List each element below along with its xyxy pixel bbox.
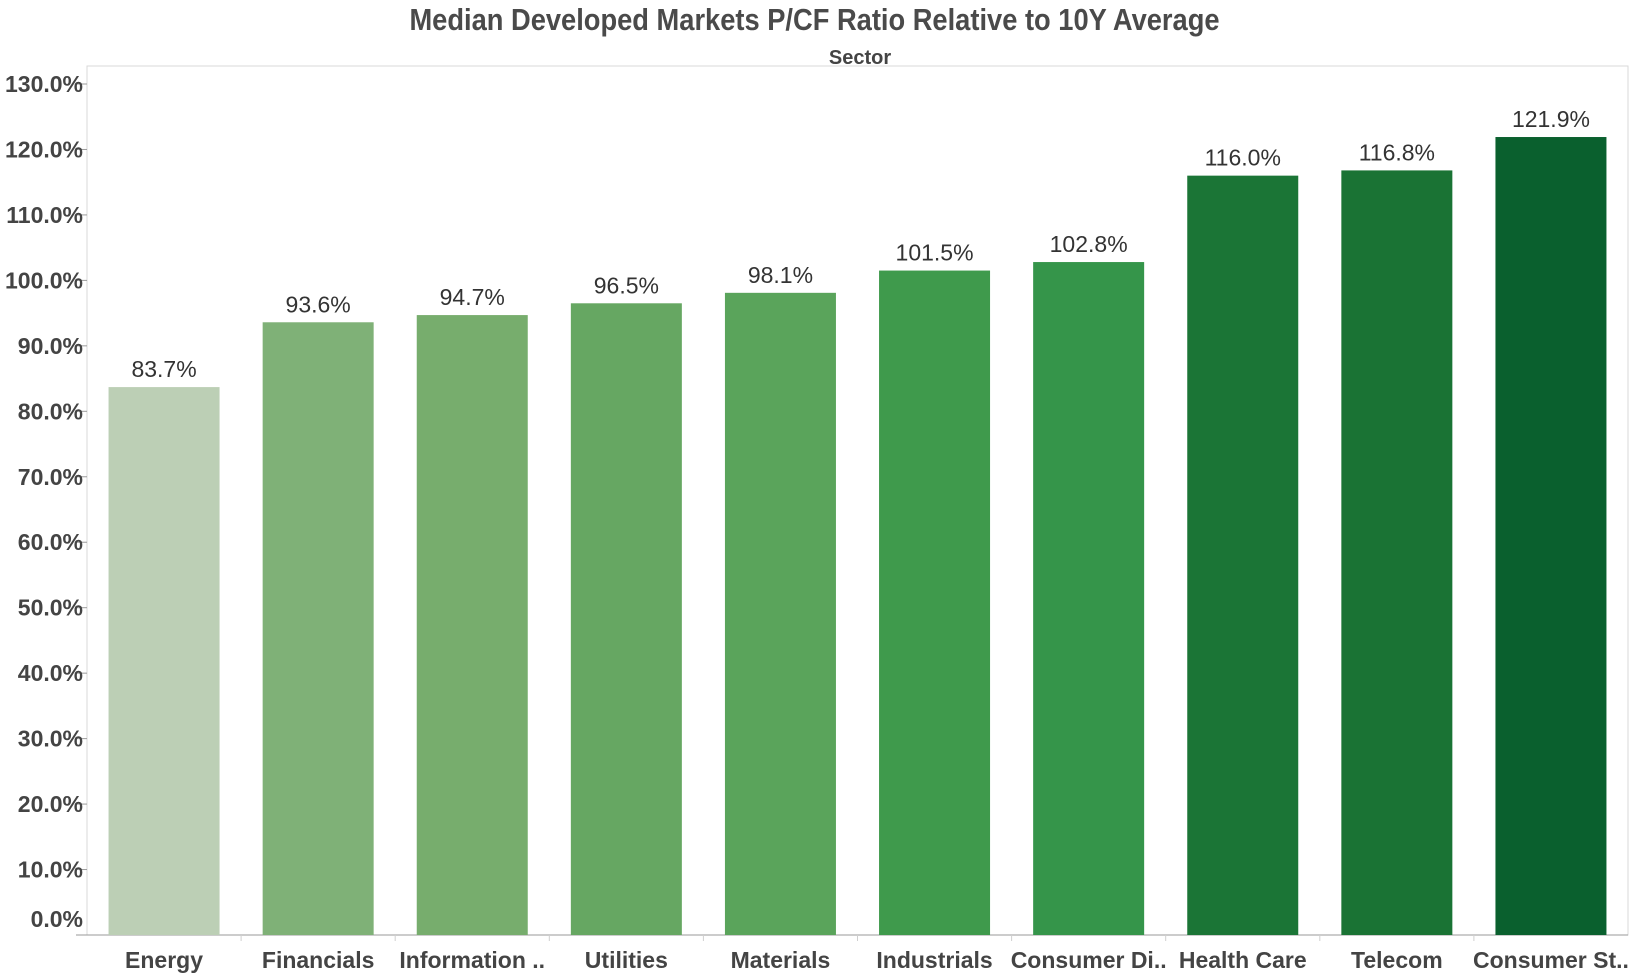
- bar[interactable]: [1033, 262, 1145, 935]
- bar[interactable]: [416, 315, 528, 935]
- y-tick-label: 20.0%: [18, 791, 83, 817]
- x-tick-label: Consumer Di..: [1011, 947, 1167, 973]
- data-label: 121.9%: [1512, 106, 1590, 132]
- y-tick-label: 130.0%: [5, 71, 83, 97]
- bar[interactable]: [570, 303, 682, 935]
- y-tick-label: 10.0%: [18, 857, 83, 883]
- y-tick-label: 0.0%: [31, 906, 83, 932]
- y-tick-label: 60.0%: [18, 529, 83, 555]
- data-label: 94.7%: [440, 284, 505, 310]
- y-tick-label: 30.0%: [18, 726, 83, 752]
- data-label: 116.8%: [1359, 139, 1435, 165]
- bars: [108, 137, 1607, 936]
- data-label: 93.6%: [286, 291, 351, 317]
- chart-title: Median Developed Markets P/CF Ratio Rela…: [409, 2, 1220, 37]
- column-header: Sector: [829, 47, 891, 69]
- x-tick-label: Health Care: [1179, 947, 1307, 973]
- bar[interactable]: [879, 270, 991, 935]
- y-tick-label: 120.0%: [5, 136, 83, 162]
- y-tick-label: 100.0%: [5, 267, 83, 293]
- bar[interactable]: [1495, 137, 1607, 935]
- bar[interactable]: [108, 387, 220, 935]
- y-tick-label: 70.0%: [18, 464, 83, 490]
- x-tick-label: Utilities: [585, 947, 668, 973]
- bar[interactable]: [724, 292, 836, 936]
- data-label: 101.5%: [896, 240, 974, 266]
- y-axis: 0.0% 10.0% 20.0% 30.0% 40.0% 50.0% 60.0% 70.0% 8…: [5, 71, 87, 936]
- x-tick-label: Financials: [262, 947, 374, 973]
- value-labels: 83.7% 93.6% 94.7% 96.5% 98.1% 101.5% 102.8% 116…: [131, 106, 1590, 382]
- y-tick-label: 40.0%: [18, 660, 83, 686]
- bar[interactable]: [262, 322, 374, 935]
- y-tick-label: 80.0%: [18, 398, 83, 424]
- x-tick-label: Telecom: [1351, 947, 1443, 973]
- x-tick-label: Consumer St..: [1473, 947, 1629, 973]
- x-tick-label: Energy: [125, 947, 203, 973]
- data-label: 116.0%: [1205, 145, 1281, 171]
- data-label: 98.1%: [748, 262, 813, 288]
- y-tick-label: 90.0%: [18, 333, 83, 359]
- x-axis: Energy Financials Information .. Utilities M…: [125, 935, 1629, 973]
- y-tick-label: 110.0%: [6, 202, 83, 228]
- bar[interactable]: [1187, 175, 1299, 936]
- x-tick-label: Materials: [731, 947, 831, 973]
- x-tick-label: Industrials: [876, 947, 992, 973]
- bar[interactable]: [1341, 170, 1453, 935]
- x-tick-label: Information ..: [399, 947, 545, 973]
- data-label: 83.7%: [131, 356, 196, 382]
- data-label: 96.5%: [594, 272, 659, 298]
- data-label: 102.8%: [1050, 231, 1128, 257]
- y-tick-label: 50.0%: [18, 595, 83, 621]
